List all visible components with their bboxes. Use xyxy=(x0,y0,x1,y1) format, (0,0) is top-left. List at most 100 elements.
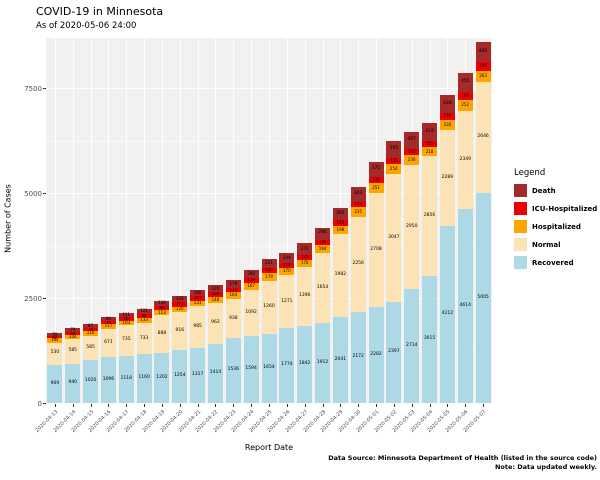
segment-value-label: 96 xyxy=(141,312,147,318)
segment-value-label: 2708 xyxy=(370,247,382,253)
segment-value-label: 2856 xyxy=(423,213,436,219)
bar-segment-death: 143 xyxy=(172,296,188,303)
bar-segment-normal: 938 xyxy=(225,299,241,339)
segment-value-label: 1271 xyxy=(281,298,293,304)
gridline-vertical xyxy=(144,38,146,404)
segment-value-label: 70 xyxy=(52,331,58,337)
bar-segment-recovered: 2282 xyxy=(368,307,384,403)
segment-value-label: 1202 xyxy=(156,374,168,380)
x-tick-mark xyxy=(393,404,395,407)
segment-value-label: 888 xyxy=(157,330,167,336)
segment-value-label: 75 xyxy=(105,319,111,325)
bar-segment-death: 244 xyxy=(279,252,295,263)
bar-segment-normal: 733 xyxy=(136,323,152,355)
bar-segment-normal: 1654 xyxy=(315,253,331,323)
x-tick-mark xyxy=(108,404,110,407)
bar-segment-death: 428 xyxy=(439,95,455,114)
segment-value-label: 2646 xyxy=(477,133,489,139)
segment-value-label: 371 xyxy=(371,166,381,172)
segment-value-label: 79 xyxy=(70,327,76,333)
segment-value-label: 1912 xyxy=(316,359,329,365)
bar-segment-normal: 2256 xyxy=(350,217,366,312)
bar-segment-icu-hospitalized: 198 xyxy=(475,62,491,71)
segment-value-label: 254 xyxy=(390,165,398,171)
bar-segment-hospitalized: 252 xyxy=(457,99,473,111)
segment-value-label: 909 xyxy=(50,380,60,386)
bar-segment-recovered: 1774 xyxy=(279,328,295,403)
legend-label: Hospitalized xyxy=(532,222,581,231)
bar-segment-normal: 2349 xyxy=(457,110,473,210)
y-tick-mark xyxy=(43,298,46,299)
legend-swatch-hospitalized xyxy=(514,220,527,233)
bar-segment-death: 419 xyxy=(422,123,438,141)
bar-segment-hospitalized: 263 xyxy=(475,70,491,82)
segment-value-label: 1774 xyxy=(281,362,293,368)
segment-value-label: 2256 xyxy=(352,261,364,267)
segment-value-label: 1020 xyxy=(84,378,97,384)
bar-segment-death: 179 xyxy=(225,280,241,288)
x-tick-mark xyxy=(483,404,485,407)
bar-segment-death: 70 xyxy=(47,331,63,337)
segment-value-label: 2349 xyxy=(459,156,471,162)
gridline-vertical xyxy=(304,38,306,404)
bar-segment-normal: 2646 xyxy=(475,81,491,193)
bar-segment-normal: 2856 xyxy=(422,156,438,277)
gridline-vertical xyxy=(233,38,235,404)
bar-segment-normal: 985 xyxy=(190,306,206,348)
segment-value-label: 102 xyxy=(51,337,59,343)
segment-value-label: 455 xyxy=(460,79,470,85)
segment-value-label: 107 xyxy=(193,295,202,301)
gridline-vertical xyxy=(286,38,288,404)
bar-segment-icu-hospitalized: 170 xyxy=(439,113,455,121)
legend-label: ICU-Hospitalized xyxy=(532,204,598,213)
segment-value-label: 221 xyxy=(265,259,273,265)
segment-value-label: 2397 xyxy=(388,349,400,355)
bar-segment-icu-hospitalized: 135 xyxy=(386,158,402,164)
bar-segment-icu-hospitalized: 125 xyxy=(261,267,277,274)
bar-segment-normal: 585 xyxy=(83,335,99,361)
bar-segment-normal: 1260 xyxy=(261,280,277,334)
segment-value-label: 118 xyxy=(283,262,291,268)
bar-segment-recovered: 909 xyxy=(47,364,63,403)
legend-swatch-death xyxy=(514,184,527,197)
segment-value-label: 733 xyxy=(139,335,149,341)
x-tick-mark xyxy=(269,404,270,407)
segment-value-label: 3015 xyxy=(423,336,436,342)
bar-segment-hospitalized: 198 xyxy=(332,225,348,235)
bar-segment-recovered: 2172 xyxy=(350,311,366,403)
segment-value-label: 938 xyxy=(229,315,238,321)
bar-segment-icu-hospitalized: 109 xyxy=(207,292,223,297)
segment-value-label: 131 xyxy=(193,300,202,306)
segment-value-label: 343 xyxy=(353,191,363,197)
segment-value-label: 117 xyxy=(104,323,113,329)
segment-value-label: 985 xyxy=(193,323,202,329)
bar-segment-recovered: 1414 xyxy=(207,343,223,403)
bar-segment-icu-hospitalized: 111 xyxy=(225,287,241,293)
y-tick-label: 0 xyxy=(37,399,42,408)
segment-value-label: 194 xyxy=(318,245,327,251)
bar-segment-icu-hospitalized: 69 xyxy=(65,330,81,336)
bar-segment-icu-hospitalized: 130 xyxy=(350,202,366,208)
segment-value-label: 1414 xyxy=(209,370,222,376)
bar-segment-recovered: 4212 xyxy=(439,226,455,403)
chart-title: COVID-19 in Minnesota xyxy=(36,5,164,18)
segment-value-label: 148 xyxy=(211,296,220,302)
legend-title: Legend xyxy=(514,168,546,178)
segment-value-label: 1982 xyxy=(334,272,347,278)
x-tick-mark xyxy=(179,404,181,407)
segment-value-label: 530 xyxy=(50,350,60,356)
bar-segment-normal: 2950 xyxy=(404,165,420,289)
segment-value-label: 125 xyxy=(265,267,273,273)
bar-segment-icu-hospitalized: 96 xyxy=(136,312,152,318)
segment-value-label: 164 xyxy=(229,292,238,298)
legend-entry-normal: Normal xyxy=(514,238,597,251)
segment-value-label: 69 xyxy=(70,330,76,336)
segment-value-label: 1096 xyxy=(102,376,115,382)
x-tick-mark xyxy=(90,404,92,407)
bar-segment-hospitalized: 251 xyxy=(368,182,384,194)
segment-value-label: 263 xyxy=(479,72,487,78)
segment-value-label: 2172 xyxy=(352,354,364,360)
bar-segment-death: 111 xyxy=(118,312,134,318)
segment-value-label: 155 xyxy=(425,140,434,146)
